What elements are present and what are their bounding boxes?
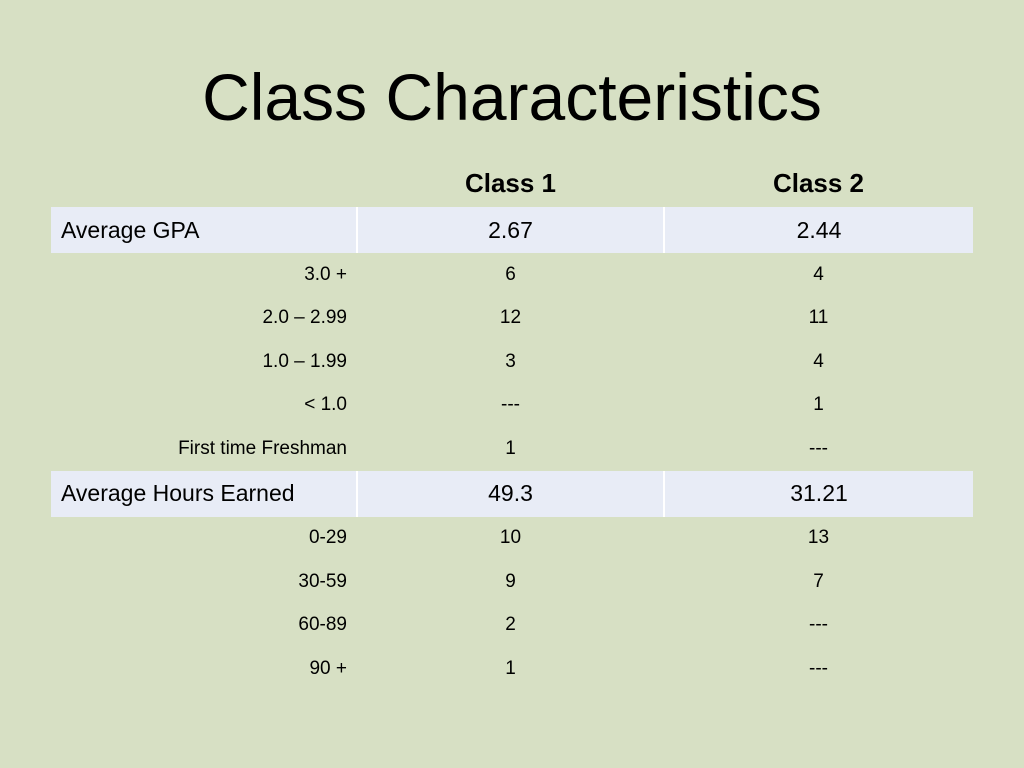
row-value-class-1: 6 [505,263,516,285]
section-row-average-gpa: Average GPA 2.67 2.44 [51,207,973,253]
row-label: 0-29 [308,527,347,549]
section-row-average-hours-earned: Average Hours Earned 49.3 31.21 [51,470,973,517]
row-value-class-2: 4 [813,350,824,372]
section-value-class-1: 2.67 [356,207,664,253]
section-value-class-2: 2.44 [663,207,973,253]
section-label: Average GPA [51,207,357,253]
table-row: < 1.0 --- 1 [51,384,973,428]
row-value-class-2: 1 [813,394,824,416]
row-label: 2.0 – 2.99 [262,307,347,329]
section-value-class-2: 31.21 [663,470,973,517]
column-header-class-1: Class 1 [464,168,557,198]
row-value-class-2: --- [809,437,828,459]
row-label: First time Freshman [178,437,347,459]
row-value-class-1: 12 [499,307,522,329]
row-label: 90 + [309,657,347,679]
table-row: 1.0 – 1.99 3 4 [51,340,973,384]
header-empty-cell [51,160,357,207]
row-value-class-1: 3 [505,350,516,372]
table-row: 0-29 10 13 [51,517,973,561]
row-value-class-2: 7 [813,570,824,592]
slide-title: Class Characteristics [202,60,822,134]
row-label: 1.0 – 1.99 [262,350,347,372]
row-value-class-2: 11 [808,307,829,329]
section-label: Average Hours Earned [51,470,357,517]
row-label: 60-89 [298,614,347,636]
table-row: First time Freshman 1 --- [51,427,973,471]
table-header-row: Class 1 Class 2 [51,160,973,207]
table-row: 60-89 2 --- [51,604,973,648]
row-value-class-2: 4 [813,263,824,285]
row-value-class-1: 9 [505,570,516,592]
table-row: 90 + 1 --- [51,647,973,691]
row-value-class-2: --- [809,614,828,636]
row-value-class-2: 13 [807,527,830,549]
table-row: 30-59 9 7 [51,560,973,604]
row-value-class-2: --- [809,657,828,679]
row-value-class-1: 2 [505,614,516,636]
section-value-class-1: 49.3 [356,470,664,517]
column-header-class-2: Class 2 [772,168,865,198]
row-value-class-1: 1 [505,437,516,459]
row-value-class-1: 10 [499,527,522,549]
table-row: 2.0 – 2.99 12 11 [51,297,973,341]
row-label: 30-59 [298,570,347,592]
row-label: < 1.0 [304,394,347,416]
table-row: 3.0 + 6 4 [51,253,973,297]
row-value-class-1: 1 [505,657,516,679]
class-characteristics-table: Class 1 Class 2 Average GPA 2.67 2.44 3.… [51,160,973,691]
row-value-class-1: --- [501,394,520,416]
row-label: 3.0 + [304,263,347,285]
